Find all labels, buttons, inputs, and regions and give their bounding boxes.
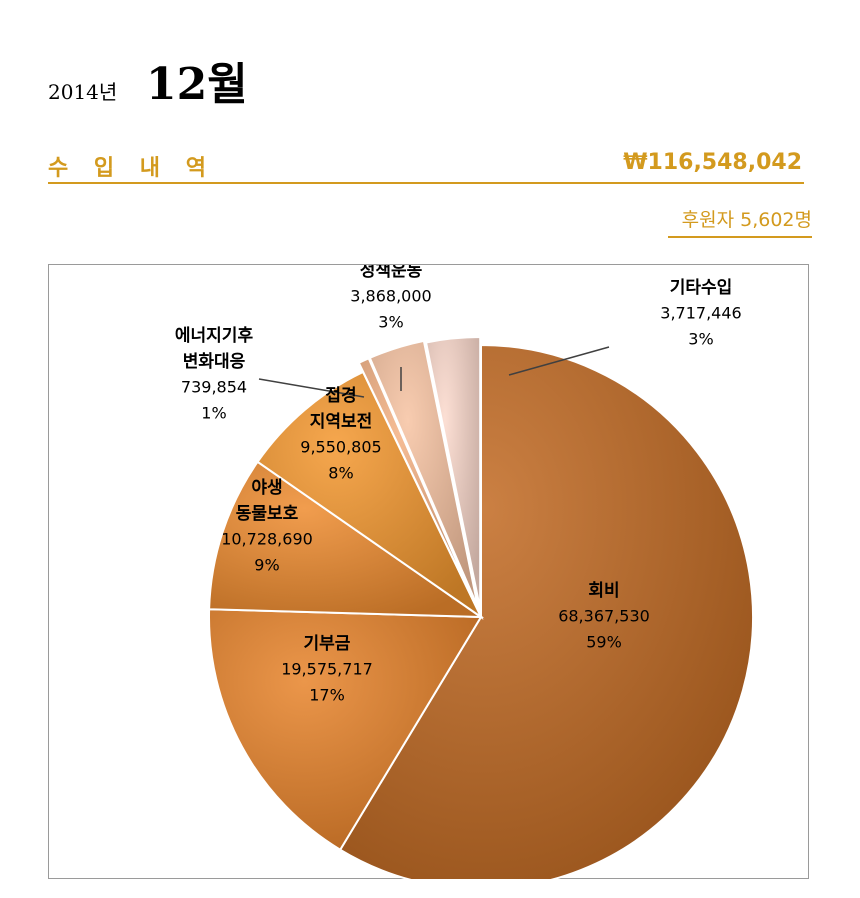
slice-percent: 1% [201,404,226,423]
slice-label-7: 기타수입 3,717,446 3% [660,278,741,349]
slice-name: 접경 [325,386,356,406]
slice-value: 9,550,805 [300,438,381,457]
title-month: 12월 [146,59,248,110]
pie-slice-4 [256,370,484,620]
slice-percent: 3% [688,330,713,349]
slice-value: 68,367,530 [558,607,650,626]
slice-name: 기부금 [304,634,351,654]
slice-name: 에너지기후 [175,325,254,346]
pie-slice-5 [357,357,478,609]
slice-name: 기타수입 [670,278,733,298]
slice-percent: 59% [586,633,622,652]
slice-name: 지역보전 [310,412,373,432]
slice-value: 19,575,717 [281,660,373,679]
slice-percent: 3% [378,313,403,332]
pie-slice-1 [338,343,754,879]
slice-value: 3,868,000 [350,287,431,306]
income-total: ₩116,548,042 [623,150,802,175]
slice-value: 3,717,446 [660,304,741,323]
sponsor-row: 후원자 5,602명 [667,206,812,238]
pie-slice-2 [208,608,483,852]
slice-value: 10,728,690 [221,530,313,549]
slice-name: 야생 [251,478,282,498]
slice-percent: 9% [254,556,279,575]
slice-label-6: 정책운동 3,868,000 3% [350,265,431,332]
slice-name: 동물보호 [236,504,299,524]
pie-slice-6 [368,339,479,608]
slice-label-2: 기부금 19,575,717 17% [281,634,373,705]
title-year: 2014년 [48,80,118,104]
sponsor-count: 후원자 5,602명 [681,209,812,231]
slice-percent: 17% [309,686,345,705]
pie-slice-3 [208,460,485,619]
slice-value: 739,854 [181,378,247,397]
income-label: 수 입 내 역 [48,156,215,181]
slice-name: 회비 [588,581,619,601]
leader-line-5 [258,378,365,398]
income-header: 수 입 내 역 ₩116,548,042 [48,150,804,184]
slice-name: 정책운동 [360,265,423,281]
slice-percent: 8% [328,464,353,483]
slice-name: 변화대응 [183,352,246,372]
pie-slice-7 [424,336,482,610]
slice-label-1: 회비 68,367,530 59% [558,581,650,652]
leader-line-7 [508,346,610,376]
